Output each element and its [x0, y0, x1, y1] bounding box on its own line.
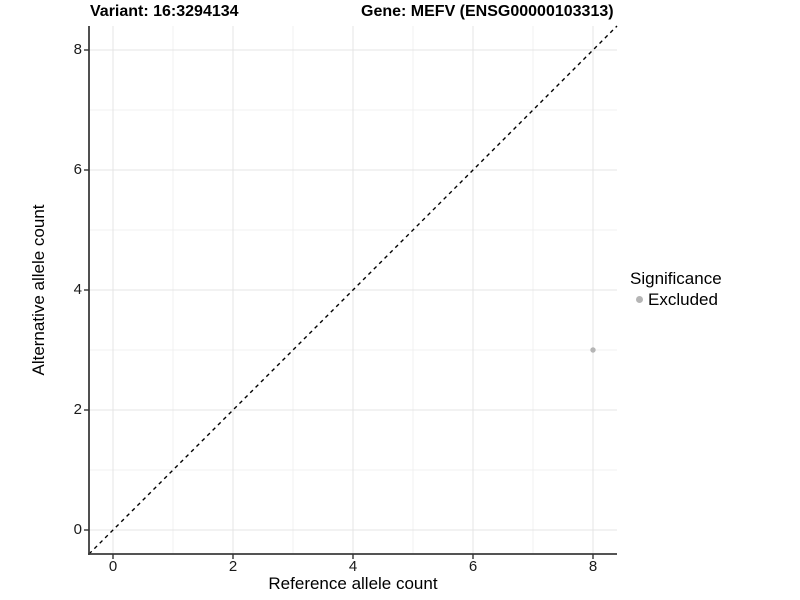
- legend-item-label: Excluded: [648, 290, 718, 309]
- y-axis-title: Alternative allele count: [29, 204, 48, 376]
- y-tick-label: 6: [73, 161, 82, 178]
- plot-title-variant: Variant: 16:3294134: [90, 3, 239, 20]
- legend-key-excluded-dot-icon: [636, 296, 643, 303]
- y-tick-label: 8: [73, 41, 82, 58]
- x-tick-label: 2: [228, 558, 238, 575]
- data-point-excluded: [590, 347, 596, 353]
- x-tick-label: 6: [468, 558, 478, 575]
- y-tick-label: 4: [73, 281, 82, 298]
- plot-title-gene: Gene: MEFV (ENSG00000103313): [361, 3, 614, 20]
- x-tick-label: 8: [588, 558, 598, 575]
- x-axis-title: Reference allele count: [268, 574, 438, 593]
- identity-reference-line: [88, 25, 618, 555]
- legend-item-excluded: Excluded: [636, 290, 722, 309]
- x-tick-label: 0: [108, 558, 118, 575]
- legend-title: Significance: [630, 269, 722, 288]
- y-tick-label: 0: [73, 521, 82, 538]
- legend: Significance Excluded: [630, 269, 722, 309]
- y-tick-label: 2: [73, 401, 82, 418]
- x-tick-label: 4: [348, 558, 358, 575]
